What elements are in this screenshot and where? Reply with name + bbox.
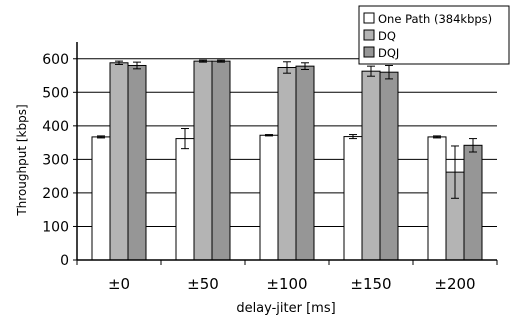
bar-0-1 bbox=[175, 138, 195, 261]
legend-box bbox=[358, 5, 510, 65]
legend-label-1: DQ bbox=[378, 29, 396, 43]
y-tick-label-1: 100 bbox=[42, 219, 69, 235]
bar-0-3 bbox=[343, 136, 363, 261]
x-tick-label-2: ±100 bbox=[266, 275, 307, 293]
y-tick-label-6: 600 bbox=[42, 52, 69, 68]
y-tick-label-5: 500 bbox=[42, 85, 69, 101]
bar-1-2 bbox=[277, 66, 297, 261]
x-tick-label-1: ±50 bbox=[187, 275, 219, 293]
legend-label-0: One Path (384kbps) bbox=[378, 12, 492, 26]
x-axis-label: delay-jiter [ms] bbox=[236, 301, 335, 316]
bars bbox=[91, 59, 483, 261]
bar-2-3 bbox=[379, 71, 399, 261]
bar-0-4 bbox=[427, 136, 447, 261]
y-axis-label: Throughput [kbps] bbox=[15, 104, 29, 216]
legend-swatch-1 bbox=[363, 29, 375, 41]
y-tick-label-0: 0 bbox=[60, 253, 69, 269]
y-tick-label-4: 400 bbox=[42, 119, 69, 135]
x-tick-label-4: ±200 bbox=[434, 275, 475, 293]
legend-swatch-2 bbox=[363, 46, 375, 58]
y-tick-label-2: 200 bbox=[42, 186, 69, 202]
y-tick-label-3: 300 bbox=[42, 152, 69, 168]
x-tick-label-3: ±150 bbox=[350, 275, 391, 293]
x-tick-label-0: ±0 bbox=[108, 275, 130, 293]
axes: 0 100 200 300 400 500 600 ±0 ±50 ±100 ±150 ±200 bbox=[42, 42, 498, 293]
legend: One Path (384kbps) DQ DQJ bbox=[358, 5, 510, 65]
bar-1-3 bbox=[361, 70, 381, 261]
bar-2-4 bbox=[463, 144, 483, 261]
bar-2-0 bbox=[127, 64, 147, 261]
legend-swatch-0 bbox=[363, 12, 375, 24]
bar-2-2 bbox=[295, 65, 315, 261]
bar-2-1 bbox=[211, 60, 231, 261]
bar-0-2 bbox=[259, 134, 279, 261]
bar-1-1 bbox=[193, 60, 213, 261]
bar-1-0 bbox=[109, 62, 129, 261]
bar-0-0 bbox=[91, 136, 111, 261]
legend-label-2: DQJ bbox=[378, 46, 399, 60]
